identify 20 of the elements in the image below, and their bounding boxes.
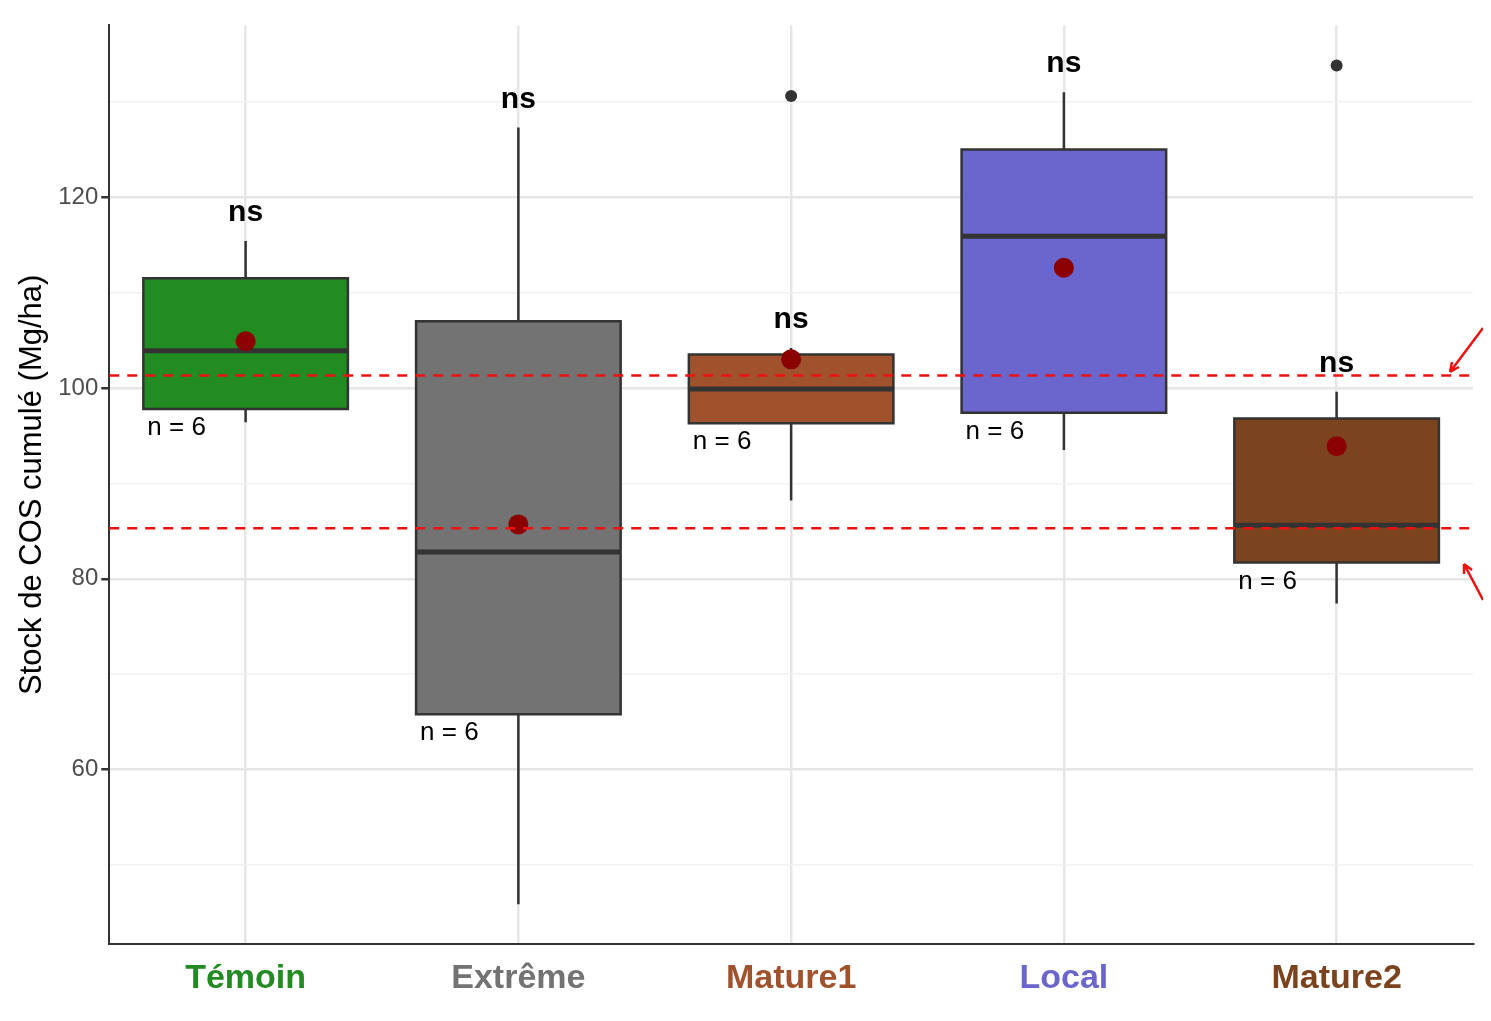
annotation: ns [1319,345,1355,379]
annotation: n = 6 [147,411,206,442]
y-tick-label: 60 [71,754,99,782]
x-tick-label: Extrême [451,956,586,995]
annotation: ns [228,194,264,228]
y-tick-label: 80 [71,563,99,591]
annotation: ns [500,80,536,114]
annotation: ns [773,301,809,335]
annotation: n = 6 [965,414,1025,445]
annotation: n = 6 [1238,564,1297,595]
x-tick-label: Témoin [185,956,307,995]
annotation: ns [1046,45,1082,79]
annotation: n = 6 [420,716,479,747]
y-axis-title: Stock de COS cumulé (Mg/ha) [13,274,49,695]
x-tick-label: Local [1019,956,1109,995]
x-tick-label: Mature1 [725,956,857,995]
y-tick-label: 120 [58,181,99,209]
y-tick-label: 100 [58,372,99,400]
x-tick-label: Mature2 [1271,956,1402,995]
annotation: n = 6 [692,425,752,456]
